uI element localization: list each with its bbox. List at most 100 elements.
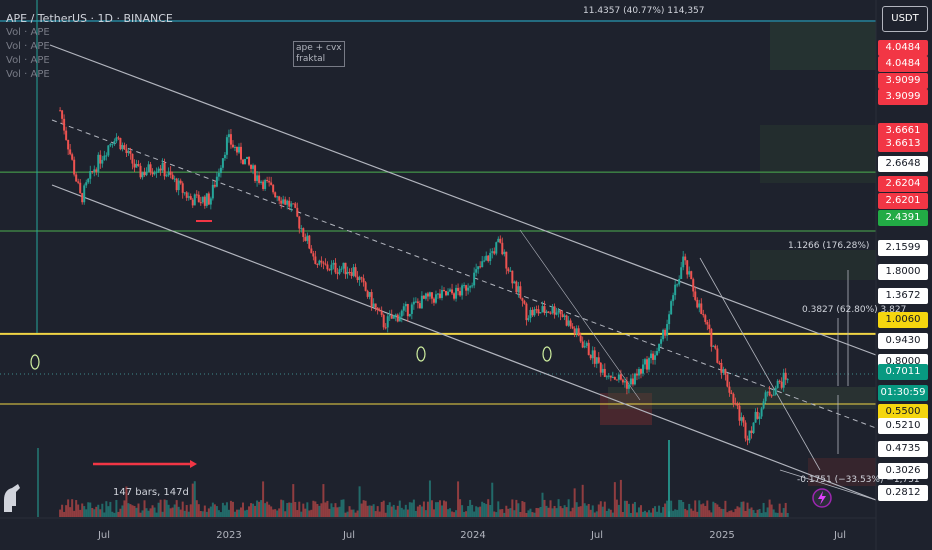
candle-body	[235, 146, 238, 153]
candle-body	[368, 292, 371, 297]
candle-body	[99, 154, 102, 164]
candle-body	[664, 329, 667, 336]
candle-body	[374, 303, 377, 308]
lightning-icon-glyph	[818, 491, 826, 505]
volume-bar	[237, 509, 240, 517]
volume-bar	[256, 500, 259, 517]
volume-bar	[111, 511, 114, 517]
candle-body	[541, 306, 544, 313]
volume-bar	[686, 510, 689, 517]
volume-bar	[410, 502, 413, 517]
candle-body	[702, 313, 705, 316]
volume-bar	[284, 511, 287, 517]
candle-body	[270, 182, 273, 185]
price-badge: 2.6201	[878, 193, 928, 209]
volume-bar	[328, 508, 331, 517]
volume-bar	[324, 502, 327, 517]
volume-bar	[85, 509, 88, 517]
candle-body	[696, 299, 699, 308]
volume-bar	[264, 503, 267, 517]
volume-bar	[740, 501, 743, 517]
candle-body	[177, 180, 180, 191]
candle-body	[246, 156, 249, 159]
volume-bar	[308, 510, 311, 517]
candle-body	[408, 313, 411, 317]
volume-bar	[541, 492, 544, 517]
candle-body	[107, 145, 110, 156]
candle-body	[83, 185, 86, 203]
volume-bar	[770, 504, 773, 517]
candle-body	[378, 310, 381, 312]
volume-bar	[334, 503, 337, 517]
volume-bar	[416, 506, 419, 517]
volume-bar	[499, 509, 502, 517]
volume-bar	[183, 510, 186, 517]
volume-bar	[513, 510, 516, 517]
price-badge: 4.0484	[878, 40, 928, 56]
candle-body	[656, 351, 659, 356]
legend-line: Vol · APE	[6, 41, 50, 52]
candle-body	[728, 386, 731, 393]
volume-bar	[615, 499, 618, 517]
candle-body	[434, 294, 437, 303]
candle-body	[531, 309, 534, 316]
candle-body	[447, 291, 450, 296]
candle-body	[398, 316, 401, 322]
volume-bar	[229, 500, 232, 517]
candle-body	[105, 155, 108, 157]
volume-bar	[430, 500, 433, 517]
price-badge: 3.6661	[878, 123, 928, 139]
volume-bar	[131, 505, 134, 517]
candle-body	[704, 315, 707, 322]
volume-bar	[378, 511, 381, 517]
currency-button[interactable]: USDT	[882, 6, 928, 32]
candle-body	[511, 270, 514, 284]
volume-bar	[288, 502, 291, 517]
volume-bar	[87, 502, 90, 517]
candle-body	[625, 381, 628, 389]
volume-bar	[93, 509, 96, 517]
volume-bar	[637, 507, 640, 517]
candle-body	[762, 401, 765, 409]
candle-body	[91, 171, 94, 173]
candle-body	[213, 184, 216, 187]
price-badge: 2.6204	[878, 176, 928, 192]
volume-bar	[607, 508, 610, 517]
volume-bar	[246, 509, 249, 517]
candle-body	[87, 178, 90, 183]
note-label[interactable]: ape + cvx fraktal	[293, 41, 345, 67]
volume-bar	[475, 506, 478, 517]
candle-body	[676, 284, 679, 286]
volume-bar	[619, 479, 622, 517]
volume-bar	[37, 448, 39, 517]
volume-bar	[235, 509, 238, 517]
volume-bar	[187, 511, 190, 517]
candle-body	[354, 267, 357, 277]
volume-bar	[547, 507, 550, 517]
candle-body	[662, 329, 665, 340]
candle-body	[583, 345, 586, 348]
candle-body	[111, 143, 114, 145]
volume-bar	[123, 500, 126, 517]
candle-body	[89, 171, 92, 179]
volume-bar	[503, 512, 506, 517]
volume-bar	[545, 505, 548, 517]
volume-bar	[646, 512, 649, 517]
candle-body	[517, 286, 520, 293]
candle-body	[175, 178, 178, 191]
candle-body	[432, 298, 435, 303]
candle-body	[603, 368, 606, 377]
candle-body	[515, 281, 518, 293]
candle-body	[499, 238, 502, 243]
volume-bar	[320, 503, 323, 517]
volume-bar	[398, 500, 401, 517]
volume-bar	[402, 509, 405, 517]
candle-body	[497, 238, 500, 243]
volume-bar	[121, 505, 124, 517]
candle-body	[565, 315, 568, 326]
candle-body	[77, 181, 80, 183]
candle-body	[424, 293, 427, 299]
volume-bar	[674, 509, 677, 517]
candle-body	[553, 306, 556, 315]
